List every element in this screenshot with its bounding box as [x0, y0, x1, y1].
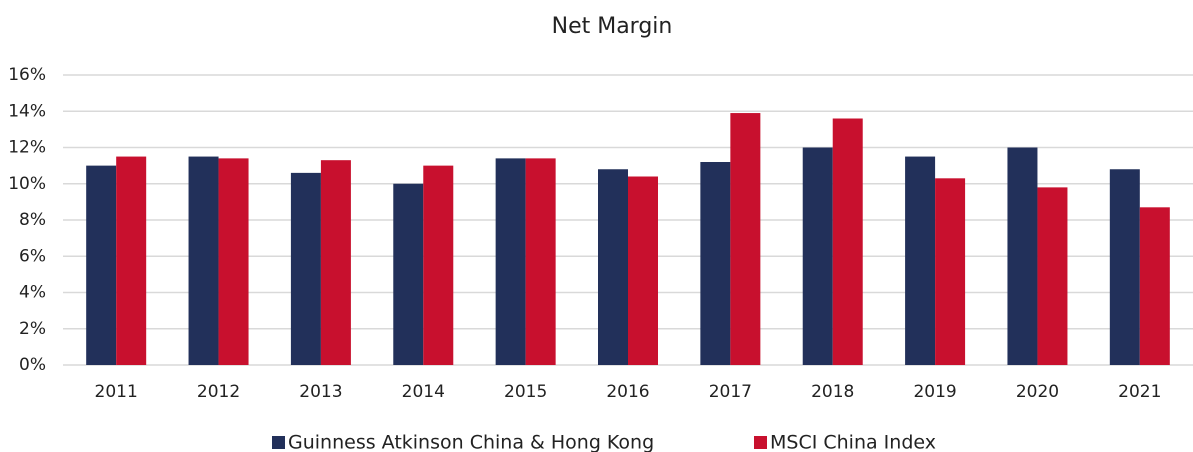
bar	[905, 156, 936, 365]
bar	[1139, 207, 1170, 365]
x-tick-label: 2019	[913, 382, 956, 402]
bar	[188, 156, 219, 365]
x-tick-label: 2020	[1016, 382, 1059, 402]
x-tick-label: 2021	[1118, 382, 1161, 402]
x-tick-label: 2018	[811, 382, 854, 402]
bar	[218, 158, 249, 365]
bar	[423, 165, 454, 365]
legend-label: MSCI China Index	[770, 432, 936, 452]
bar	[802, 147, 833, 365]
y-tick-label: 16%	[8, 65, 46, 85]
bar	[700, 162, 731, 365]
chart-title: Net Margin	[552, 14, 673, 39]
bar	[1037, 187, 1068, 365]
y-tick-label: 12%	[8, 138, 46, 158]
x-tick-label: 2016	[606, 382, 649, 402]
legend-swatch	[272, 436, 285, 449]
bar	[598, 169, 628, 365]
y-tick-label: 2%	[19, 319, 46, 339]
bar	[1007, 147, 1038, 365]
bar	[832, 118, 863, 365]
bar	[116, 156, 147, 365]
legend-label: Guinness Atkinson China & Hong Kong	[288, 432, 654, 452]
x-tick-label: 2015	[504, 382, 547, 402]
y-tick-label: 8%	[19, 210, 46, 230]
x-tick-label: 2013	[299, 382, 342, 402]
x-tick-label: 2012	[197, 382, 240, 402]
bar	[1109, 169, 1140, 365]
bar	[935, 178, 966, 365]
legend-swatch	[754, 436, 767, 449]
y-tick-label: 14%	[8, 101, 46, 121]
bar	[525, 158, 556, 365]
y-tick-label: 10%	[8, 174, 46, 194]
bar	[730, 113, 761, 365]
bar	[86, 165, 117, 365]
bar	[290, 172, 321, 365]
x-tick-label: 2017	[709, 382, 752, 402]
y-tick-label: 0%	[19, 355, 46, 375]
x-tick-label: 2014	[402, 382, 445, 402]
bar	[495, 158, 526, 365]
y-tick-label: 4%	[19, 283, 46, 303]
bar	[628, 176, 658, 365]
bar	[393, 183, 424, 365]
x-tick-label: 2011	[95, 382, 138, 402]
bar	[320, 160, 351, 365]
y-tick-label: 6%	[19, 246, 46, 266]
